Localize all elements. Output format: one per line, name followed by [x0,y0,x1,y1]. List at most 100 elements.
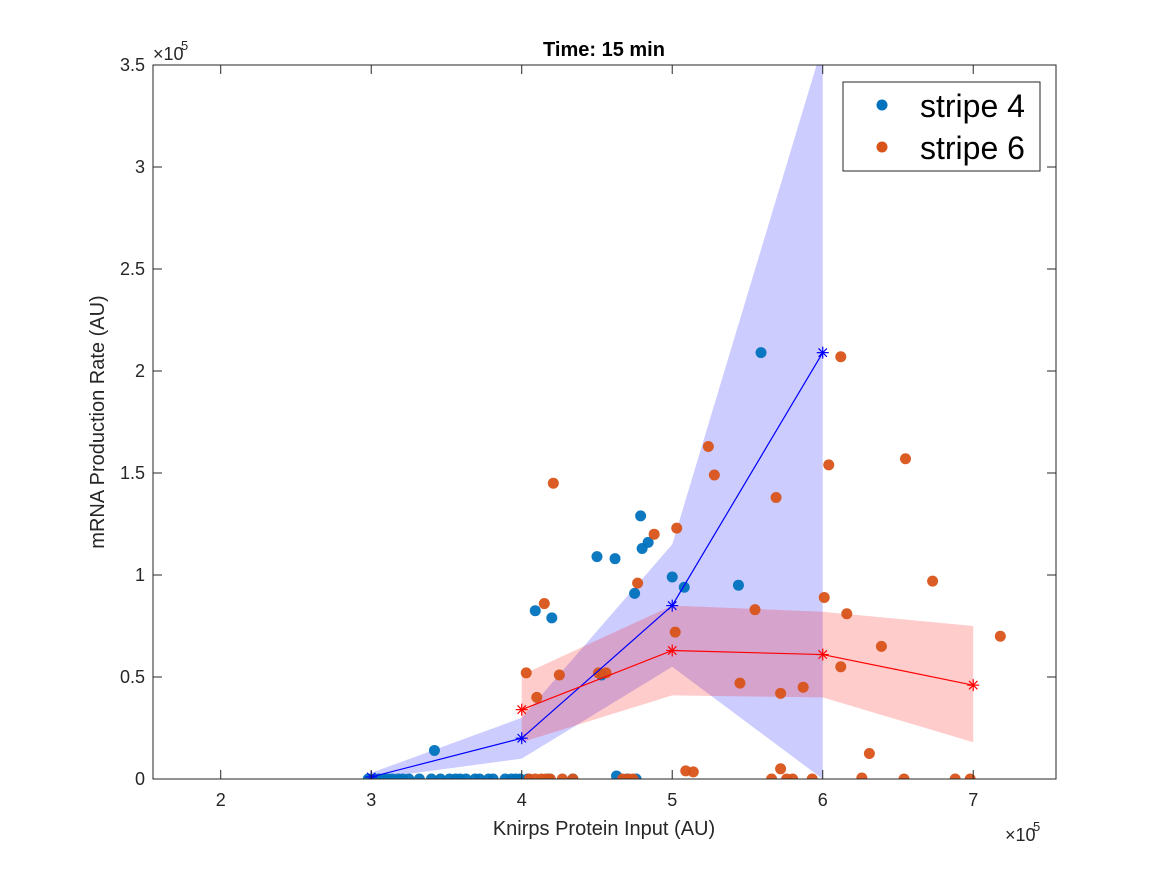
chart-title: Time: 15 min [543,39,665,61]
data-point-stripe-6 [632,577,644,589]
mean-marker-stripe-6 [967,679,980,692]
y-tick-label: 1 [135,565,145,585]
data-point-stripe-4 [434,773,446,779]
data-point-stripe-6 [898,773,910,779]
data-point-stripe-6 [648,528,660,540]
data-point-stripe-6 [775,687,787,699]
data-point-stripe-4 [413,773,425,779]
data-point-stripe-6 [927,575,939,587]
data-point-stripe-6 [708,469,720,481]
data-point-stripe-4 [529,605,541,617]
data-point-stripe-6 [841,608,853,620]
data-point-stripe-6 [818,591,830,603]
y-tick-label: 3.5 [120,55,145,75]
y-tick-label: 2 [135,361,145,381]
data-point-stripe-6 [856,772,868,779]
data-point-stripe-4 [591,551,603,563]
y-exponent: ×10 5 [153,38,188,64]
data-point-stripe-4 [546,612,558,624]
data-point-stripe-6 [835,351,847,363]
data-point-stripe-6 [806,773,818,779]
mean-marker-stripe-6 [816,648,829,661]
y-tick-label: 2.5 [120,259,145,279]
data-point-stripe-6 [531,691,543,703]
data-point-stripe-6 [544,773,556,779]
data-point-stripe-4 [629,587,641,599]
y-exponent-power: 5 [181,38,188,53]
data-point-stripe-6 [787,773,799,779]
legend-marker-stripe-4 [876,99,888,111]
mean-marker-stripe-6 [666,644,679,657]
data-point-stripe-6 [875,640,887,652]
x-exponent-power: 5 [1033,819,1040,834]
data-point-stripe-6 [775,763,787,775]
x-tick-label: 6 [818,790,828,810]
data-point-stripe-6 [770,491,782,503]
axes-box [152,64,1057,780]
data-point-stripe-6 [734,677,746,689]
y-tick-label: 3 [135,157,145,177]
legend-label-stripe-6: stripe 6 [920,130,1025,166]
data-point-stripe-6 [797,681,809,693]
data-point-stripe-4 [755,347,767,359]
data-point-stripe-6 [553,669,565,681]
data-point-stripe-4 [460,773,472,779]
mean-marker-stripe-6 [515,703,528,716]
data-point-stripe-6 [749,604,761,616]
confidence-bands [371,65,974,779]
data-point-stripe-4 [666,571,678,583]
scatter-points [362,347,1006,779]
x-tick-label: 4 [517,790,527,810]
legend: stripe 4 stripe 6 [842,81,1041,172]
data-point-stripe-6 [900,453,911,465]
data-point-stripe-6 [671,522,683,534]
data-point-stripe-4 [642,536,654,548]
data-point-stripe-4 [403,773,415,779]
data-point-stripe-4 [487,773,499,779]
legend-label-stripe-4: stripe 4 [920,88,1025,124]
y-axis-label: mRNA Production Rate (AU) [87,295,109,548]
mean-marker-stripe-4 [816,346,829,359]
x-axis-label: Knirps Protein Input (AU) [493,818,715,840]
y-tick-label: 0.5 [120,667,145,687]
data-point-stripe-6 [520,667,532,679]
data-point-stripe-6 [863,748,875,759]
data-point-stripe-6 [766,773,778,779]
mean-marker-stripe-4 [666,599,679,612]
data-point-stripe-6 [702,440,714,452]
data-point-stripe-4 [732,579,744,591]
y-tick-label: 1.5 [120,463,145,483]
y-exponent-base: ×10 [153,44,184,64]
mean-marker-stripe-4 [515,732,528,745]
data-point-stripe-6 [669,626,681,638]
data-point-stripe-6 [547,477,559,489]
data-point-stripe-6 [994,630,1006,642]
data-point-stripe-6 [538,598,550,610]
x-tick-label: 7 [968,790,978,810]
data-point-stripe-4 [635,510,647,522]
x-exponent: ×10 5 [1005,819,1040,845]
data-point-stripe-4 [428,744,440,756]
data-point-stripe-6 [592,667,604,679]
data-point-stripe-6 [627,773,639,779]
confidence-band-stripe-4 [371,65,823,779]
data-point-stripe-4 [609,553,621,565]
x-exponent-base: ×10 [1005,825,1036,845]
data-point-stripe-4 [425,773,437,779]
mean-line-stripe-6 [521,649,974,711]
legend-box [842,81,1041,172]
data-point-stripe-6 [687,766,699,778]
x-tick-label: 3 [366,790,376,810]
mean-line-stripe-4 [371,352,824,778]
y-tick-label: 0 [135,769,145,789]
binned-mean-lines [365,346,980,779]
axis-ticks: 2 3 4 5 6 7 0 0.5 1 1.5 2 2.5 3 3.5 [120,55,1056,810]
legend-marker-stripe-6 [876,141,888,153]
data-point-stripe-4 [474,773,486,779]
data-point-stripe-6 [949,773,961,779]
data-point-stripe-6 [823,459,835,471]
data-point-stripe-6 [567,773,579,779]
data-point-stripe-6 [835,661,847,673]
x-tick-label: 5 [667,790,677,810]
